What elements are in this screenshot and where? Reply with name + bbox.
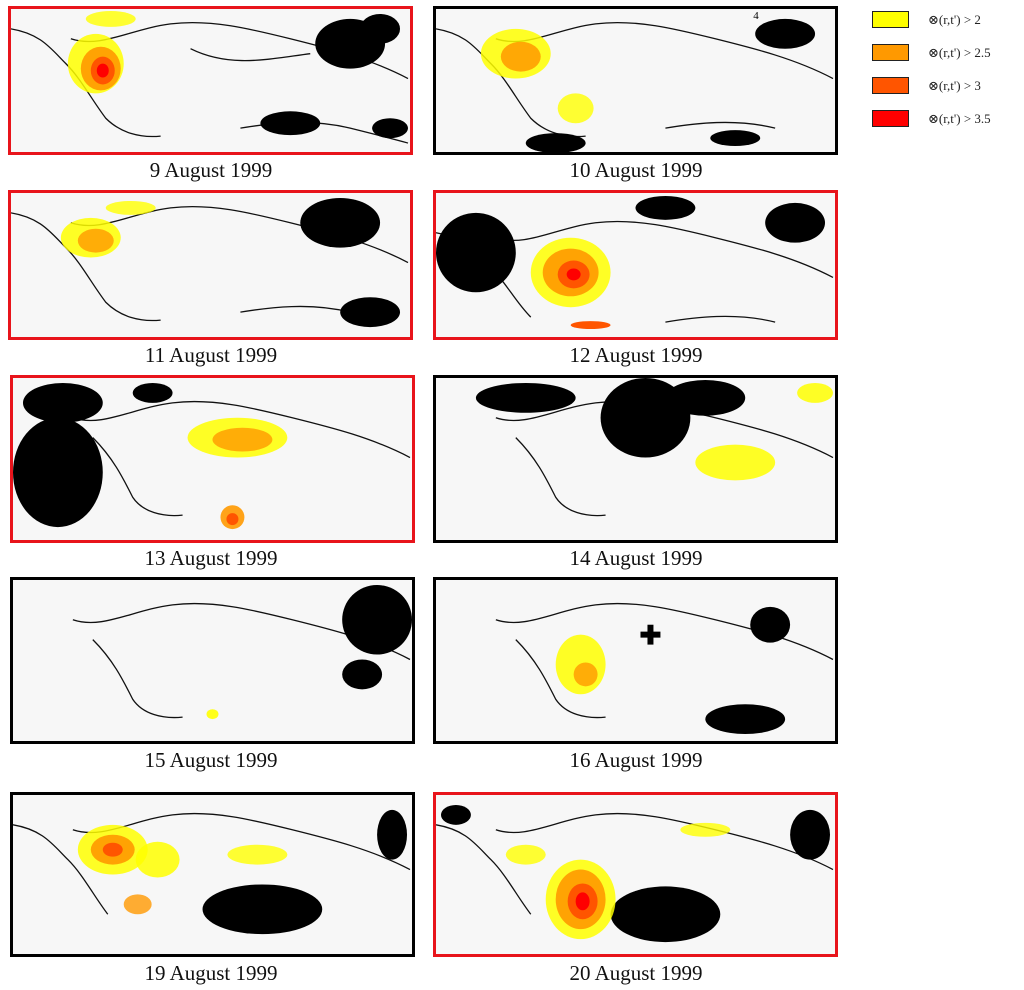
- legend-label: ⊗(r,t') > 2: [928, 12, 981, 27]
- map-panel-12-august: [433, 190, 838, 340]
- legend-label: ⊗(r,t') > 3.5: [928, 111, 991, 126]
- map-image: [11, 197, 409, 328]
- legend-label: ⊗(r,t') > 2.5: [928, 45, 991, 60]
- map-image: [13, 809, 411, 935]
- map-image: [11, 10, 409, 144]
- map-image: 4: [436, 10, 834, 152]
- map-image: [13, 382, 411, 530]
- map-panel-16-august: [433, 577, 838, 744]
- legend-swatch-red: [872, 110, 909, 127]
- panel-caption: 12 August 1999: [569, 343, 703, 367]
- cross-marker-icon: [640, 624, 661, 645]
- legend-item: ⊗(r,t') > 2: [872, 10, 1022, 32]
- panel-caption: 16 August 1999: [569, 748, 703, 772]
- map-panel-9-august: [8, 6, 413, 155]
- panel-caption: 20 August 1999: [569, 961, 703, 985]
- legend-item: ⊗(r,t') > 3.5: [872, 109, 1022, 131]
- map-panel-15-august: [10, 577, 415, 744]
- map-panel-11-august: [8, 190, 413, 340]
- map-panel-10-august: 4: [433, 6, 838, 155]
- panel-caption: 15 August 1999: [144, 748, 278, 772]
- legend-item: ⊗(r,t') > 2.5: [872, 43, 1022, 65]
- panel-caption: 11 August 1999: [144, 343, 278, 367]
- map-image: [436, 195, 834, 330]
- map-image: [495, 602, 834, 735]
- legend: ⊗(r,t') > 2 ⊗(r,t') > 2.5 ⊗(r,t') > 3 ⊗(…: [872, 10, 1022, 142]
- legend-swatch-yellow: [872, 11, 909, 28]
- map-panel-14-august: [433, 375, 838, 543]
- legend-swatch-light-orange: [872, 44, 909, 61]
- legend-label: ⊗(r,t') > 3: [928, 78, 981, 93]
- panel-caption: 14 August 1999: [569, 546, 703, 570]
- map-image: [72, 584, 412, 720]
- map-image: [475, 378, 834, 517]
- panel-caption: 13 August 1999: [144, 546, 278, 570]
- panel-caption: 19 August 1999: [144, 961, 278, 985]
- panel-caption: 10 August 1999: [569, 158, 703, 182]
- map-panel-13-august: [10, 375, 415, 543]
- map-panel-19-august: [10, 792, 415, 957]
- legend-item: ⊗(r,t') > 3: [872, 76, 1022, 98]
- panel-marker: 4: [753, 10, 759, 22]
- panel-caption: 9 August 1999: [149, 158, 273, 182]
- map-image: [436, 804, 834, 943]
- legend-swatch-orange: [872, 77, 909, 94]
- map-panel-20-august: [433, 792, 838, 957]
